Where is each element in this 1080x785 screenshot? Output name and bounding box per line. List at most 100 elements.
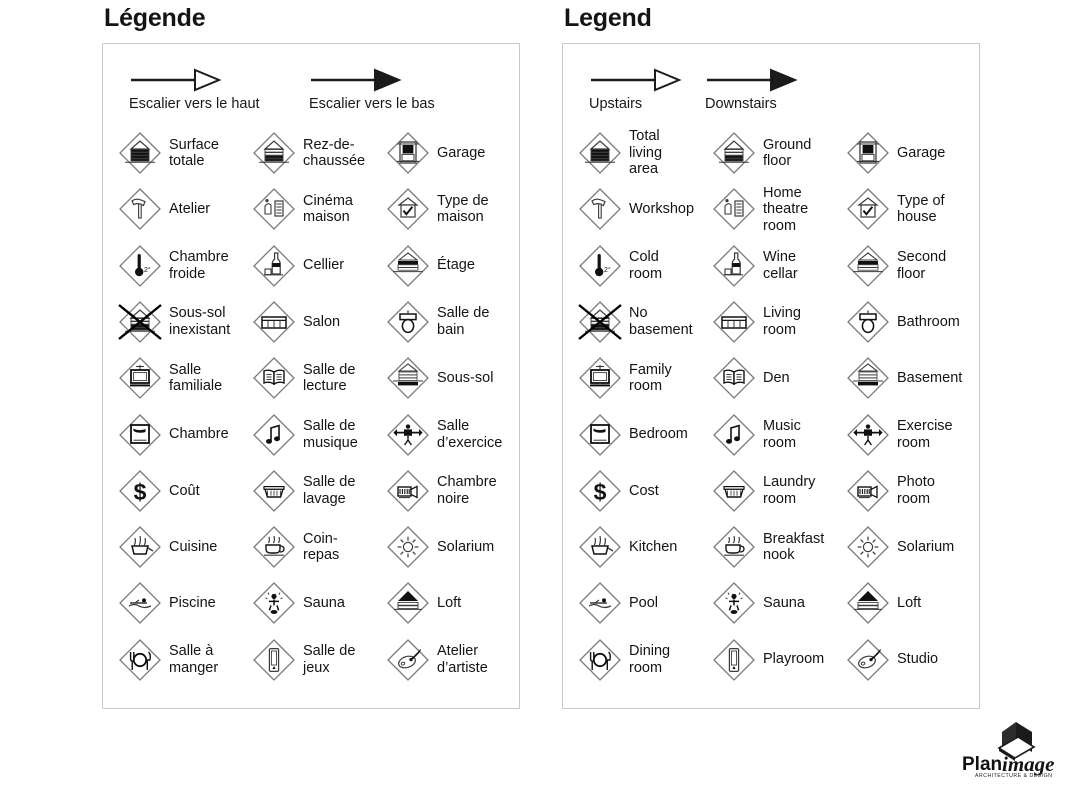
legend-entry: Laundry room (711, 466, 815, 516)
legend-entry: Exercise room (845, 410, 953, 460)
den-icon (251, 355, 297, 401)
legend-entry: Chambre noire (385, 466, 497, 516)
legend-entry-label: Type of house (897, 192, 945, 226)
exercise-room-icon (385, 412, 431, 458)
arrow-filled-icon (309, 66, 435, 94)
legend-entry-label: Cinéma maison (303, 192, 353, 226)
stair-item-down: Downstairs (705, 66, 799, 112)
loft-icon (385, 580, 431, 626)
legend-entry-label: Sauna (303, 595, 345, 612)
legend-entry-label: Second floor (897, 249, 947, 282)
music-room-icon (711, 412, 757, 458)
legend-entry-label: Dining room (629, 643, 671, 676)
kitchen-icon (117, 524, 163, 570)
legend-entry-label: Cuisine (169, 538, 218, 555)
total-area-icon (577, 130, 623, 176)
legend-entry: Playroom (711, 635, 824, 685)
cost-icon: $ (577, 468, 623, 514)
breakfast-nook-icon (251, 524, 297, 570)
total-area-icon (117, 130, 163, 176)
legend-entry: Breakfast nook (711, 522, 824, 572)
logo-name-plain: Plan (962, 754, 1002, 775)
legend-entry: Piscine (117, 578, 216, 628)
legend-entry-label: Salle à manger (169, 643, 219, 676)
logo-name-italic: image (1002, 752, 1055, 776)
legend-entry-label: Solarium (437, 538, 495, 555)
legend-entry: Sauna (251, 578, 345, 628)
cost-icon: $ (117, 468, 163, 514)
dining-room-icon (117, 637, 163, 683)
legend-entry: Sous-sol (385, 353, 493, 403)
legend-entry: Total living area (577, 128, 662, 178)
legend-entry-label: Home theatre room (763, 184, 809, 234)
planimage-logo: Plan image ARCHITECTURE & DESIGN (958, 718, 1070, 778)
den-icon (711, 355, 757, 401)
legend-entry: Pool (577, 578, 658, 628)
laundry-room-icon (711, 468, 757, 514)
legend-entry: Salon (251, 297, 340, 347)
legend-block-fr: Légende Escalier vers le haut Escalier ver… (102, 0, 520, 709)
bedroom-icon (117, 412, 163, 458)
sauna-icon (711, 580, 757, 626)
type-of-house-icon (845, 186, 891, 232)
garage-icon (845, 130, 891, 176)
legend-entry: Sous-sol inexistant (117, 297, 230, 347)
wine-cellar-icon (251, 243, 297, 289)
solarium-icon (845, 524, 891, 570)
photo-room-icon (845, 468, 891, 514)
legend-entry: Salle de bain (385, 297, 489, 347)
legend-entry-label: Salle de bain (437, 305, 490, 338)
second-floor-icon (845, 243, 891, 289)
dining-room-icon (577, 637, 623, 683)
legend-entry: Dining room (577, 635, 670, 685)
legend-entry: Sauna (711, 578, 805, 628)
legend-entry-label: Cellier (303, 257, 345, 274)
legend-entry: Loft (385, 578, 461, 628)
legend-entry: Family room (577, 353, 672, 403)
legend-entry: 2° Cold room (577, 241, 662, 291)
legend-entry: Solarium (385, 522, 494, 572)
family-room-icon (577, 355, 623, 401)
photo-room-icon (385, 468, 431, 514)
legend-entry: Salle d’exercice (385, 410, 502, 460)
legend-entry-label: Photo room (897, 474, 935, 507)
legend-block-en: Legend Upstairs Downstairs Total living are… (562, 0, 980, 709)
svg-text:$: $ (594, 479, 607, 505)
svg-text:2°: 2° (144, 266, 151, 274)
legend-entry-label: Family room (629, 361, 672, 395)
ground-floor-icon (711, 130, 757, 176)
legend-entry-label: Rez-de- chaussée (303, 136, 366, 170)
arrow-outline-icon (589, 66, 683, 94)
legend-entry-label: Pool (629, 595, 659, 612)
music-room-icon (251, 412, 297, 458)
legend-entry-label: Total living area (629, 128, 663, 178)
legend-entry-label: Atelier d’artiste (437, 643, 488, 676)
legend-entry: No basement (577, 297, 693, 347)
cold-room-icon: 2° (577, 243, 623, 289)
living-room-icon (251, 299, 297, 345)
legend-entry: Salle de lavage (251, 466, 355, 516)
legend-entry-label: Étage (437, 257, 475, 274)
stair-label: Escalier vers le bas (309, 96, 435, 112)
second-floor-icon (385, 243, 431, 289)
legend-entry-label: Coin- repas (303, 530, 340, 564)
basement-icon (845, 355, 891, 401)
legend-entry-label: Salle de musique (303, 418, 358, 451)
legend-entry-label: Salon (303, 313, 341, 330)
legend-entry: Workshop (577, 184, 694, 234)
legend-entry-label: Studio (897, 651, 939, 668)
legend-entry: Bedroom (577, 410, 688, 460)
legend-entry-label: Bathroom (897, 313, 960, 330)
legend-entry-label: Ground floor (763, 136, 812, 170)
bathroom-icon (385, 299, 431, 345)
legend-entry: Second floor (845, 241, 946, 291)
no-basement-icon (577, 299, 623, 345)
legend-entry-label: Chambre froide (169, 249, 229, 282)
legend-entry-label: Salle d’exercice (437, 418, 503, 451)
legend-entry: Surface totale (117, 128, 219, 178)
legend-entry-label: Sous-sol (437, 369, 494, 386)
legend-entry: Cellier (251, 241, 344, 291)
legend-entry: Chambre (117, 410, 229, 460)
stair-label: Downstairs (705, 96, 777, 112)
